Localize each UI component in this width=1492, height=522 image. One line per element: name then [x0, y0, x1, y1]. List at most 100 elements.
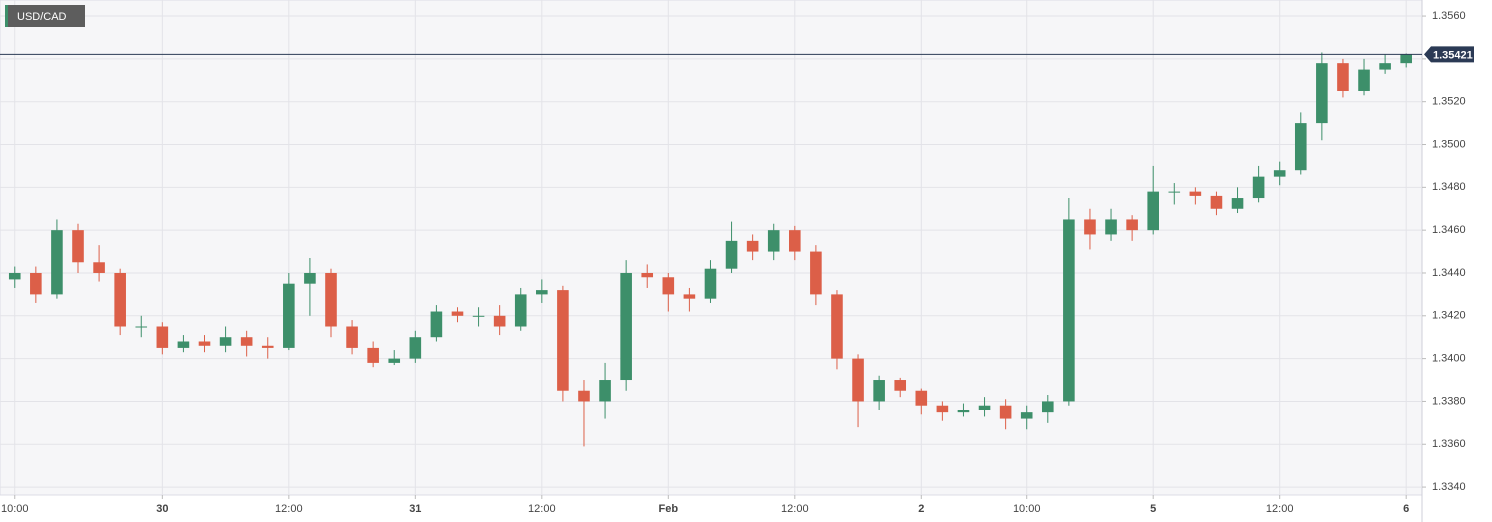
- y-tick-label: 1.3460: [1432, 224, 1466, 236]
- candle-body: [1252, 176, 1265, 199]
- candle-body: [725, 240, 738, 269]
- candle-body: [1084, 219, 1096, 235]
- x-tick-label: 30: [156, 503, 168, 515]
- candles: [8, 52, 1412, 447]
- candle-body: [746, 240, 759, 252]
- candle-body: [662, 277, 675, 295]
- y-tick-label: 1.3380: [1432, 395, 1466, 407]
- candle-body: [1231, 198, 1244, 209]
- candle-body: [999, 405, 1012, 419]
- candle-body: [1105, 219, 1117, 235]
- x-tick-label: 10:00: [1, 503, 29, 515]
- candle-body: [325, 272, 337, 327]
- title-box: [5, 5, 85, 27]
- x-tick-label: 12:00: [781, 503, 809, 515]
- candle-body: [177, 341, 190, 348]
- y-tick-label: 1.3360: [1432, 438, 1466, 450]
- candle-body: [1168, 191, 1181, 193]
- candle-body: [219, 337, 232, 346]
- candle-body: [767, 230, 780, 252]
- candle-body: [1273, 170, 1286, 177]
- candle-body: [1400, 54, 1412, 64]
- candle-body: [599, 380, 611, 402]
- candle-body: [198, 341, 211, 346]
- x-tick-label: 6: [1403, 503, 1409, 515]
- candle-body: [978, 405, 991, 411]
- candle-body: [493, 315, 506, 327]
- candle-body: [240, 337, 253, 346]
- candle-body: [1337, 63, 1349, 91]
- candle-body: [894, 380, 907, 391]
- y-tick-label: 1.3500: [1432, 138, 1466, 150]
- last-price-box: [1424, 46, 1474, 63]
- x-tick-label: 12:00: [528, 503, 556, 515]
- last-price-label: 1.35421: [1433, 49, 1473, 61]
- candle-body: [704, 268, 717, 299]
- candle-body: [852, 358, 864, 402]
- candle-body: [620, 272, 632, 381]
- candle-body: [1294, 123, 1307, 171]
- candle-body: [367, 347, 379, 363]
- x-tick-label: Feb: [659, 503, 679, 515]
- candle-body: [789, 230, 801, 252]
- candle-body: [514, 294, 527, 327]
- candle-body: [578, 390, 590, 402]
- candle-body: [430, 311, 443, 338]
- y-tick-label: 1.3560: [1432, 10, 1466, 22]
- candle-body: [261, 345, 274, 348]
- candle-body: [1358, 69, 1370, 91]
- y-tick-label: 1.3520: [1432, 96, 1466, 108]
- candle-body: [810, 251, 822, 295]
- candle-body: [1147, 191, 1159, 231]
- x-tick-label: 10:00: [1013, 503, 1041, 515]
- x-tick-label: 12:00: [275, 503, 303, 515]
- candle-body: [283, 283, 295, 348]
- candle-body: [831, 294, 843, 359]
- candle-body: [1379, 63, 1391, 70]
- candle-body: [936, 405, 949, 413]
- plot-area: [0, 0, 1423, 496]
- candle-body: [72, 230, 84, 263]
- y-tick-label: 1.3340: [1432, 481, 1466, 493]
- grid: [0, 0, 1422, 495]
- candle-body: [93, 262, 105, 273]
- candle-body: [114, 272, 126, 327]
- x-tick-label: 2: [918, 503, 924, 515]
- x-tick-label: 12:00: [1266, 503, 1294, 515]
- x-tick-label: 5: [1150, 503, 1156, 515]
- candle-body: [1210, 195, 1223, 209]
- title-accent: [5, 5, 8, 27]
- y-tick-label: 1.3440: [1432, 267, 1466, 279]
- candle-body: [683, 294, 696, 299]
- candle-body: [915, 390, 928, 406]
- candle-body: [304, 272, 316, 284]
- candle-body: [156, 326, 169, 348]
- candle-body: [1041, 401, 1054, 413]
- y-tick-label: 1.3480: [1432, 181, 1466, 193]
- candle-body: [873, 380, 885, 402]
- y-tick-label: 1.3400: [1432, 353, 1466, 365]
- candle-body: [1189, 191, 1202, 196]
- candle-body: [641, 272, 654, 278]
- labels: 1.3340 1.3360 1.3380 1.3400 1.3420 1.3440 1.34…: [0, 10, 1474, 515]
- candle-body: [346, 326, 358, 348]
- candle-body: [957, 410, 970, 413]
- x-tick-label: 31: [409, 503, 421, 515]
- candle-body: [536, 290, 548, 295]
- candle-body: [8, 272, 21, 280]
- candle-body: [1316, 63, 1328, 124]
- candle-body: [409, 337, 422, 359]
- candle-body: [135, 326, 148, 328]
- candle-body: [1063, 219, 1075, 402]
- candle-body: [51, 230, 63, 295]
- y-tick-label: 1.3420: [1432, 310, 1466, 322]
- candle-body: [30, 272, 42, 295]
- chart-title: USD/CAD: [17, 11, 67, 23]
- candle-body: [388, 358, 401, 363]
- candle-body: [1020, 412, 1033, 419]
- candle-body: [472, 315, 485, 317]
- candle-body: [1126, 219, 1138, 231]
- candle-body: [451, 311, 464, 316]
